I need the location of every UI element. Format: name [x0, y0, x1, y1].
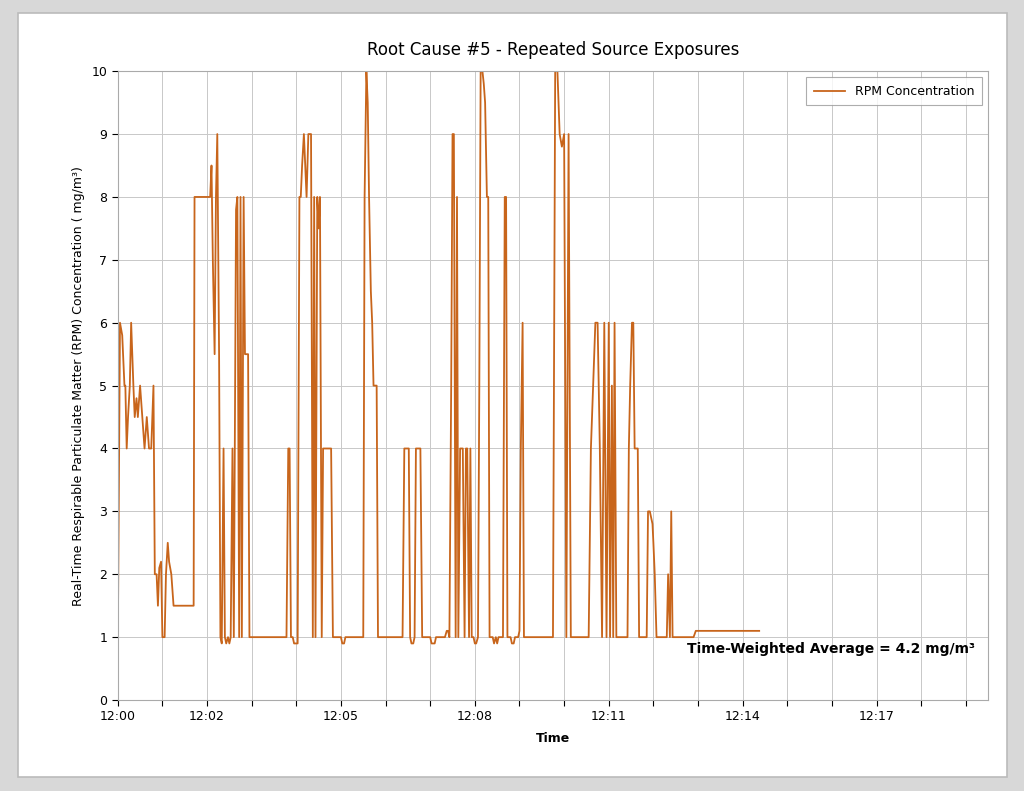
Line: RPM Concentration: RPM Concentration	[118, 71, 759, 649]
Legend: RPM Concentration: RPM Concentration	[806, 78, 982, 105]
Y-axis label: Real-Time Respirable Particulate Matter (RPM) Concentration ( mg/m³): Real-Time Respirable Particulate Matter …	[72, 165, 85, 606]
RPM Concentration	[753, 626, 765, 636]
RPM Concentration	[671, 633, 683, 642]
RPM Concentration	[223, 638, 236, 648]
RPM Concentration	[130, 393, 142, 403]
Title: Root Cause #5 - Repeated Source Exposures: Root Cause #5 - Repeated Source Exposure…	[367, 40, 739, 59]
RPM Concentration	[360, 66, 373, 76]
RPM Concentration	[395, 633, 408, 642]
Text: Time-Weighted Average = 4.2 mg/m³: Time-Weighted Average = 4.2 mg/m³	[687, 642, 975, 656]
RPM Concentration	[421, 633, 433, 642]
X-axis label: Time: Time	[536, 732, 570, 745]
RPM Concentration	[624, 380, 636, 390]
RPM Concentration	[112, 645, 124, 654]
